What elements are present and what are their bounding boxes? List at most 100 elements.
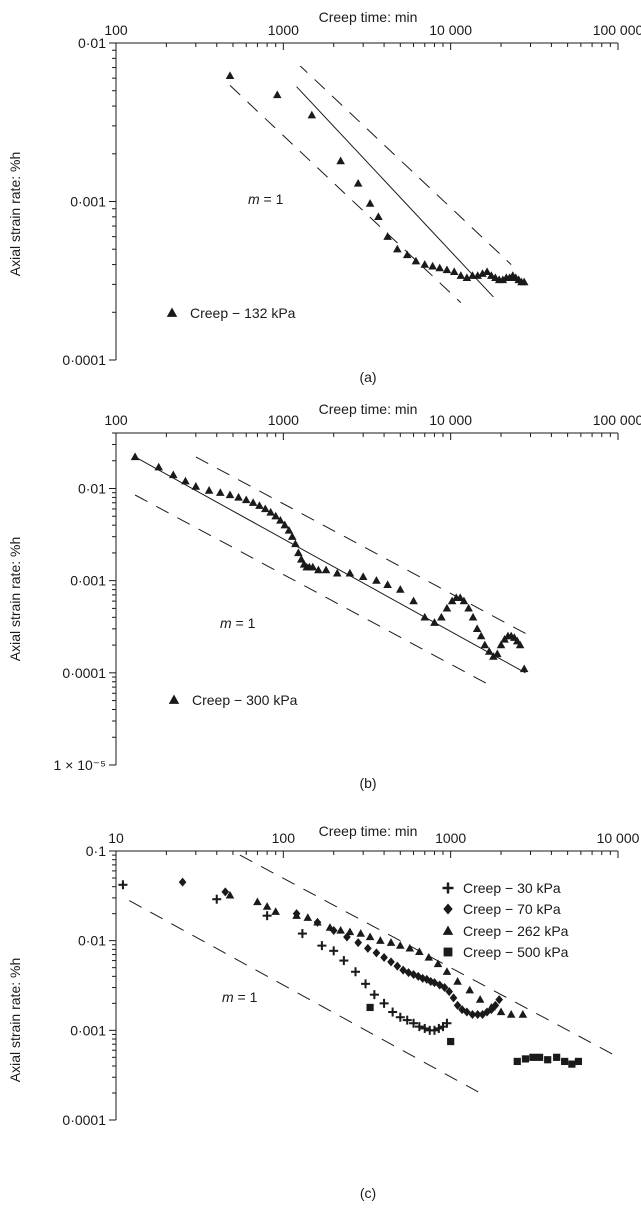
legend-marker-plus	[442, 882, 454, 894]
data-point	[276, 515, 285, 524]
data-point	[339, 956, 349, 966]
data-point	[353, 178, 363, 187]
x-tick-label: 100	[104, 22, 128, 38]
tick-marks	[109, 42, 619, 361]
series-triangle	[130, 452, 529, 673]
data-point	[291, 539, 300, 548]
data-point	[325, 923, 335, 931]
data-point	[351, 967, 361, 977]
tick-marks	[109, 432, 619, 766]
data-point	[519, 664, 529, 673]
data-point	[383, 580, 392, 589]
data-point	[255, 501, 264, 509]
data-point	[472, 624, 482, 633]
x-tick-label: 10 000	[429, 412, 472, 428]
data-point	[478, 269, 487, 277]
x-axis-title: Creep time: min	[319, 9, 418, 25]
data-point	[574, 1057, 583, 1066]
reference-lines	[129, 854, 618, 1094]
legend: Creep − 300 kPa	[168, 692, 298, 708]
data-point	[216, 488, 225, 496]
panel-b: Creep time: min Axial strain rate: %h 10…	[7, 401, 641, 791]
legend-label: Creep − 300 kPa	[192, 692, 298, 708]
legend: Creep − 30 kPa Creep − 70 kPa Creep − 26…	[442, 880, 569, 960]
data-point	[225, 890, 235, 899]
reference-lines	[229, 66, 512, 304]
slope-annotation: m = 1	[220, 615, 256, 631]
data-point	[374, 212, 383, 221]
y-tick-label: 0·001	[70, 573, 106, 589]
y-tick-label: 0·01	[78, 480, 106, 496]
data-point	[169, 470, 178, 479]
data-point	[424, 952, 434, 961]
legend-marker-triangle	[168, 694, 180, 704]
bound-dashed-line	[239, 854, 618, 1058]
data-point	[366, 1003, 374, 1012]
data-point	[393, 244, 402, 253]
x-axis-title: Creep time: min	[319, 823, 418, 839]
data-point	[383, 232, 392, 240]
data-point	[473, 271, 482, 279]
data-point	[453, 977, 462, 985]
data-point	[489, 652, 498, 660]
data-point	[272, 90, 282, 99]
data-point	[468, 612, 478, 621]
data-point	[296, 554, 306, 563]
data-point	[506, 1010, 516, 1018]
data-point	[420, 260, 430, 268]
data-point	[475, 995, 485, 1003]
x-tick-label: 10	[108, 830, 124, 846]
tick-labels: 10 100 1000 10 000 0·0001 0·001 0·01 0·1	[62, 830, 639, 1128]
slope-annotation: m = 1	[222, 989, 258, 1005]
data-point	[365, 932, 375, 941]
axes	[115, 850, 618, 1120]
data-point	[420, 612, 430, 621]
data-point	[513, 1057, 521, 1066]
data-point	[336, 156, 345, 165]
legend-label: Creep − 30 kPa	[463, 880, 561, 896]
data-point	[345, 568, 355, 577]
data-point	[414, 1022, 424, 1032]
data-point	[280, 520, 290, 529]
data-point	[495, 995, 504, 1005]
fit-line	[134, 456, 526, 674]
data-point	[515, 640, 525, 649]
data-point	[358, 572, 368, 580]
data-point	[518, 1010, 528, 1018]
data-point	[313, 917, 322, 926]
x-tick-label: 100 000	[593, 412, 641, 428]
data-point	[297, 929, 307, 939]
legend-marker-diamond	[443, 903, 453, 915]
y-tick-label: 1 × 10⁻⁵	[53, 757, 106, 773]
data-point	[262, 902, 272, 910]
data-point	[402, 1015, 412, 1025]
data-point	[248, 498, 258, 506]
data-point	[437, 612, 446, 621]
series-diamond	[178, 877, 504, 1020]
data-point	[376, 936, 385, 944]
data-point	[372, 948, 381, 958]
x-tick-label: 10 000	[597, 830, 640, 846]
data-point	[317, 941, 327, 951]
data-point	[459, 596, 469, 605]
data-point	[402, 250, 412, 259]
data-point	[455, 593, 465, 602]
data-point	[429, 1025, 439, 1035]
tick-labels: 100 1000 10 000 100 000 0·0001 0·001 0·01	[62, 22, 641, 368]
data-point	[221, 887, 230, 897]
data-point	[411, 256, 421, 265]
data-point	[468, 1010, 477, 1020]
axes	[115, 432, 618, 765]
data-point	[415, 947, 424, 956]
series-square	[366, 1003, 583, 1068]
data-point	[292, 911, 301, 919]
data-point	[271, 511, 280, 520]
series-triangle	[225, 71, 529, 286]
data-point	[379, 998, 389, 1008]
data-point	[473, 1010, 482, 1020]
data-point	[464, 603, 473, 612]
data-point	[191, 482, 201, 490]
legend-label: Creep − 500 kPa	[463, 944, 569, 960]
x-tick-label: 1000	[268, 22, 299, 38]
